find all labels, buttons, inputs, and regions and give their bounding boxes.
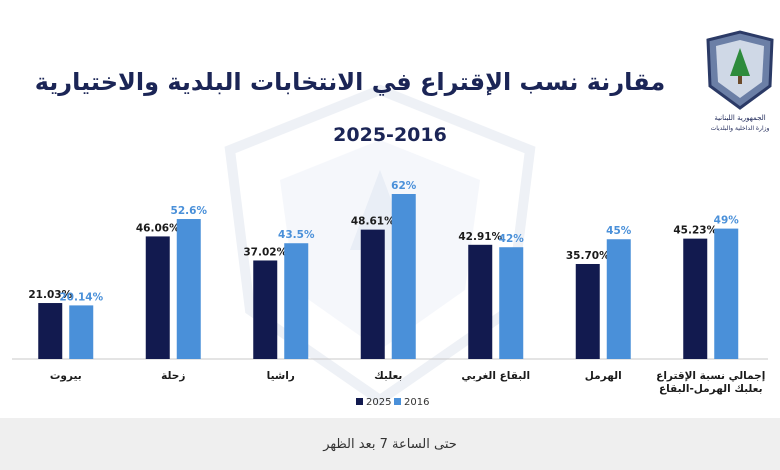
- data-label-2016-3: 62%: [391, 180, 417, 192]
- bar-2025-4: [468, 244, 493, 359]
- bar-2016-0: [69, 305, 94, 359]
- data-label-2025-3: 48.61%: [351, 216, 395, 228]
- category-label-2: راشيا: [267, 370, 295, 382]
- bar-2016-6: [714, 228, 739, 359]
- data-label-2025-4: 42.91%: [458, 231, 502, 243]
- bar-2025-0: [38, 303, 63, 359]
- ministry-logo: الجمهورية اللبنانية وزارة الداخلية والبل…: [700, 30, 780, 138]
- bar-2016-3: [391, 194, 416, 359]
- data-label-2025-6: 45.23%: [673, 225, 717, 237]
- logo-line2: وزارة الداخلية والبلديات: [711, 125, 770, 132]
- data-label-2016-4: 42%: [499, 233, 525, 245]
- data-label-2025-1: 46.06%: [136, 222, 180, 234]
- data-label-2016-6: 49%: [714, 215, 740, 227]
- bar-2016-4: [499, 247, 524, 359]
- data-label-2025-5: 35.70%: [566, 250, 610, 262]
- bar-2016-1: [176, 219, 201, 359]
- category-label-6: إجمالي نسبة الإقتراع: [656, 370, 765, 382]
- logo-line1: الجمهورية اللبنانية: [714, 114, 765, 122]
- bar-2025-1: [145, 236, 170, 359]
- footer-note: حتى الساعة 7 بعد الظهر: [323, 436, 457, 452]
- category-label-1: زحلة: [161, 370, 185, 382]
- footer-bar: حتى الساعة 7 بعد الظهر: [0, 418, 780, 470]
- turnout-bar-chart: 21.03%20.14% بيروت 46.06% 52.6% زحلة 37.02% 43…: [12, 180, 768, 408]
- data-label-2025-2: 37.02%: [243, 246, 287, 258]
- page-title: مقارنة نسب الإقتراع في الانتخابات البلدي…: [34, 68, 666, 96]
- data-label-2016-1: 52.6%: [171, 205, 208, 217]
- legend-label-2025: 2025: [366, 397, 391, 408]
- category-label-5: الهرمل: [585, 370, 622, 382]
- category-label-0: بيروت: [50, 370, 82, 382]
- legend-swatch-2016: [394, 398, 401, 405]
- legend-swatch-2025: [356, 398, 363, 405]
- data-label-2025-0: 21.03%: [28, 289, 72, 301]
- bar-2025-3: [360, 229, 385, 359]
- category-label-6: بعلبك الهرمل-البقاع: [659, 383, 763, 395]
- category-label-4: البقاع الغربي: [461, 370, 530, 382]
- legend-label-2016: 2016: [404, 397, 429, 408]
- shield-icon: الجمهورية اللبنانية وزارة الداخلية والبل…: [706, 30, 774, 132]
- data-label-2016-0: 20.14%: [59, 291, 103, 303]
- data-label-2016-5: 45%: [606, 225, 632, 237]
- bar-2016-5: [606, 239, 631, 359]
- data-label-2016-2: 43.5%: [278, 229, 315, 241]
- bar-2025-2: [253, 260, 278, 359]
- bar-2025-5: [575, 263, 600, 359]
- chart-subtitle: 2025-2016: [333, 124, 447, 146]
- bar-2025-6: [683, 238, 708, 359]
- category-label-3: بعلبك: [374, 370, 402, 382]
- bar-2016-2: [284, 243, 309, 359]
